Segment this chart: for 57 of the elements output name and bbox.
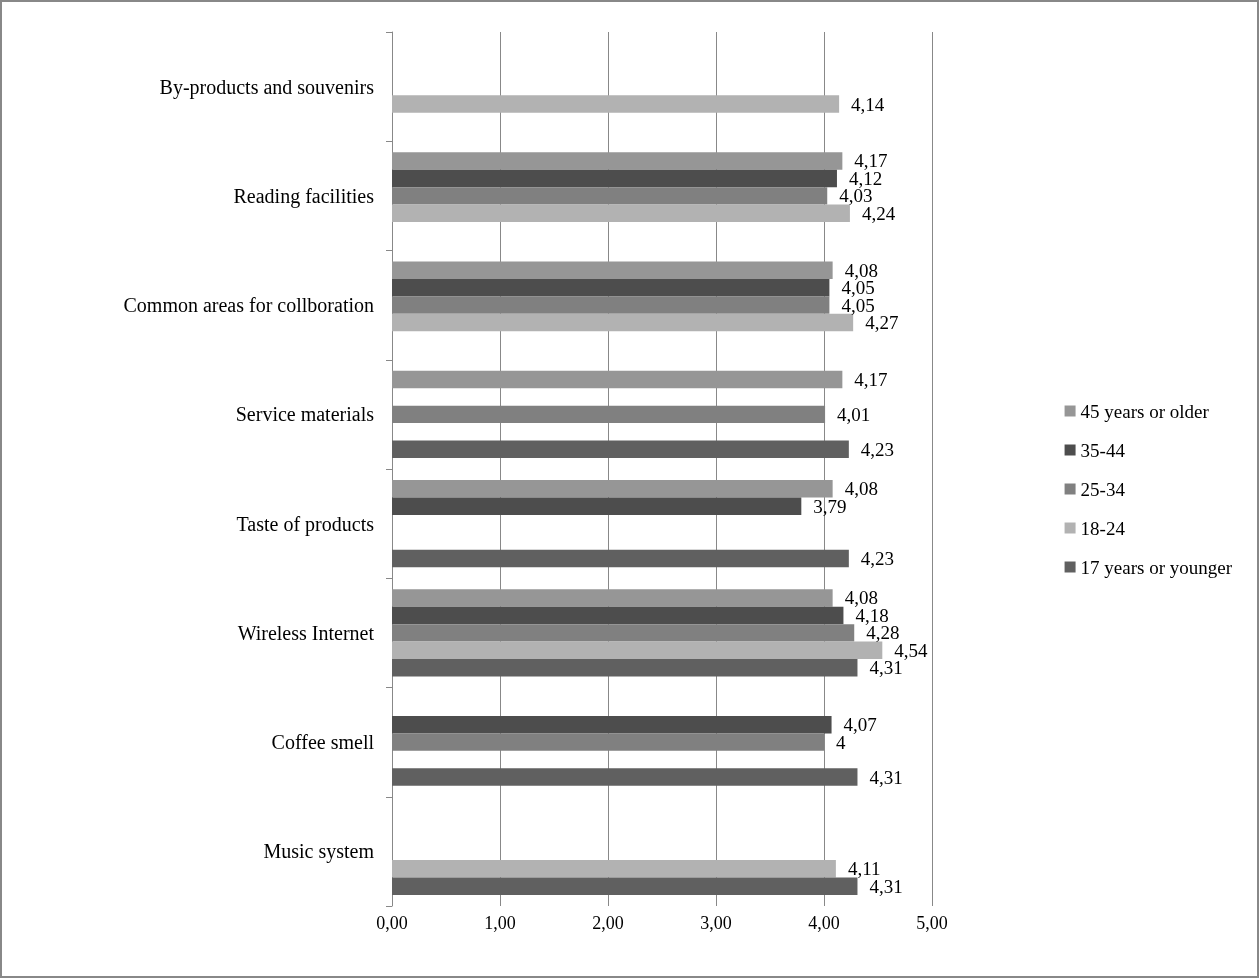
bar [392, 877, 858, 896]
bar [392, 715, 832, 734]
data-label: 4,08 [844, 587, 878, 609]
data-label: 3,79 [813, 495, 847, 517]
bar [392, 624, 855, 642]
legend-label: 35-44 [1080, 439, 1126, 461]
data-label: 4,23 [860, 438, 895, 460]
x-tick-label: 2,00 [592, 913, 624, 933]
y-tick-label: By-products and souvenirs [159, 75, 375, 99]
y-tick-label: Service materials [235, 403, 375, 426]
bar [392, 641, 883, 660]
bar [392, 549, 849, 568]
y-tick-label: Taste of products [236, 512, 375, 536]
bar [392, 860, 836, 878]
y-tick-label: Wireless Internet [237, 621, 375, 644]
x-tick-label: 4,00 [808, 913, 840, 933]
y-tick-label: Music system [263, 840, 375, 864]
bar [392, 169, 837, 188]
x-tick-label: 0,00 [376, 913, 408, 933]
bar [392, 589, 833, 607]
data-label: 4,17 [854, 150, 888, 172]
bar [392, 204, 850, 223]
bar [392, 768, 858, 786]
bar [392, 152, 843, 170]
bar [392, 370, 843, 389]
data-label: 4,27 [865, 312, 899, 334]
y-tick-label: Coffee smell [271, 731, 375, 754]
bar [392, 278, 830, 297]
bar [392, 606, 844, 625]
data-label: 4,17 [854, 368, 888, 390]
data-label: 4,31 [869, 766, 903, 788]
legend-label: 18-24 [1080, 517, 1126, 539]
y-tick-label: Common areas for collboration [123, 294, 374, 317]
x-tick-label: 5,00 [916, 913, 948, 933]
bar [392, 187, 828, 205]
bar [392, 497, 802, 515]
data-label: 4,14 [851, 93, 885, 115]
bar [392, 440, 849, 459]
x-tick-label: 1,00 [484, 913, 516, 933]
legend-label: 17 years or younger [1080, 556, 1233, 578]
y-tick-label: Reading facilities [233, 184, 375, 208]
x-tick-label: 3,00 [700, 913, 732, 933]
data-label: 4,07 [843, 714, 877, 736]
data-label: 4 [836, 731, 846, 753]
bar [392, 296, 830, 314]
data-label: 4,08 [844, 259, 878, 281]
bar [392, 261, 833, 279]
legend-label: 25-34 [1080, 478, 1126, 500]
bar [392, 313, 854, 332]
bar [392, 95, 840, 113]
data-label: 4,01 [837, 403, 871, 425]
bar [392, 479, 833, 498]
data-label: 4,08 [844, 478, 878, 500]
data-label: 4,23 [860, 548, 895, 570]
bar [392, 659, 858, 677]
legend-label: 45 years or older [1080, 400, 1210, 422]
data-label: 4,24 [861, 202, 896, 224]
